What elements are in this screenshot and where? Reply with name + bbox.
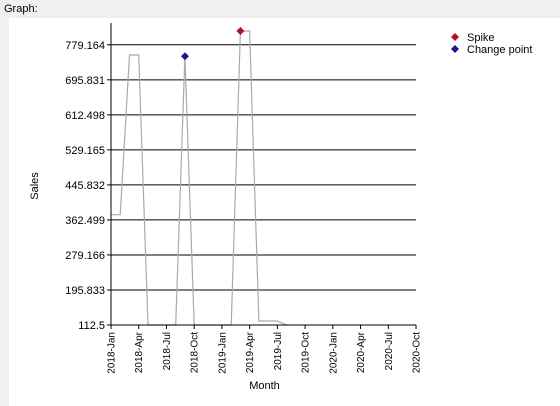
x-tick-label: 2019-Jul [273, 332, 284, 370]
x-tick-label: 2019-Apr [245, 331, 256, 373]
y-tick-label: 695.831 [65, 75, 105, 87]
x-tick-label: 2019-Jan [217, 332, 228, 374]
x-tick-label: 2018-Jul [162, 332, 173, 370]
y-tick-label: 445.832 [65, 180, 105, 192]
y-tick-label: 195.833 [65, 285, 105, 297]
x-tick-label: 2018-Oct [190, 332, 201, 373]
grid-lines [111, 44, 416, 326]
x-tick-label: 2020-Jul [384, 332, 395, 370]
legend-change-point-swatch [451, 45, 459, 53]
y-tick-label: 279.166 [65, 250, 105, 262]
x-tick-label: 2020-Jan [328, 332, 339, 374]
x-tick-label: 2019-Oct [301, 332, 312, 373]
legend-spike-label: Spike [467, 32, 495, 44]
series-layer [111, 30, 287, 326]
x-tick-label: 2020-Oct [412, 332, 423, 373]
y-tick-label: 112.5 [78, 320, 105, 332]
x-tick-label: 2020-Apr [356, 331, 367, 373]
chart-panel: 112.5 195.833 279.166 362.499 445.832 529.165… [9, 18, 560, 406]
change-point-marker [180, 52, 189, 61]
axes [107, 23, 417, 329]
graph-label: Graph: [4, 3, 38, 15]
x-axis-title: Month [249, 380, 280, 392]
legend-change-point-label: Change point [467, 44, 532, 56]
y-tick-label: 362.499 [65, 215, 105, 227]
legend-spike-swatch [451, 33, 459, 41]
y-tick-label: 529.165 [65, 145, 105, 157]
x-tick-label: 2018-Jan [107, 332, 118, 374]
y-axis-title: Sales [29, 172, 41, 200]
spike-marker [236, 27, 245, 35]
markers [180, 27, 245, 61]
sales-line-chart: 112.5 195.833 279.166 362.499 445.832 529.165… [29, 23, 532, 392]
x-tick-label: 2018-Apr [134, 331, 145, 373]
axis-labels: 112.5 195.833 279.166 362.499 445.832 529.165… [29, 40, 423, 392]
y-tick-label: 779.164 [65, 40, 105, 52]
y-tick-label: 612.498 [65, 110, 105, 122]
sales-series-line [111, 30, 287, 326]
